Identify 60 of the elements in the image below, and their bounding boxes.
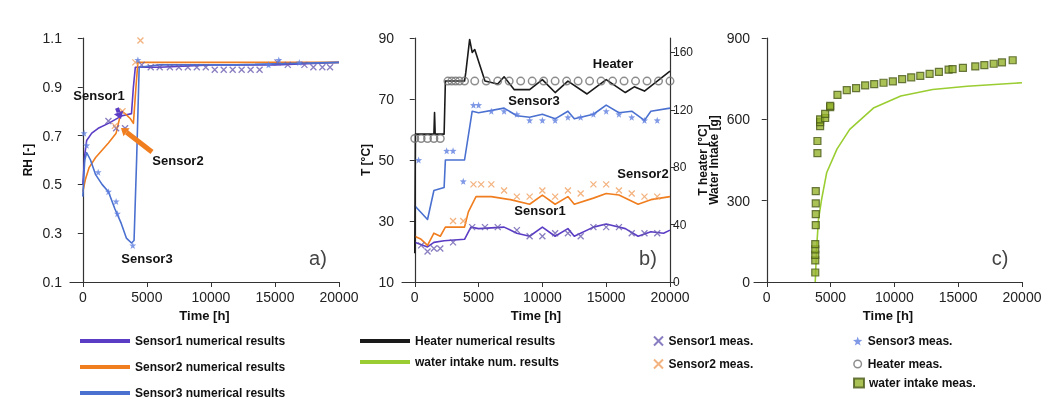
annotation: Sensor3 [508,92,560,108]
legend-label: water intake num. results [414,355,560,369]
y-tick-label: 0.3 [42,225,63,242]
x-tick-label: 20000 [650,289,690,305]
y-tick-label: 30 [378,213,395,229]
y-axis-title: T [°C] [359,143,373,177]
x-axis-title: Time [h] [510,307,562,323]
annotation: Sensor2 [152,152,204,168]
annotation: a) [309,247,327,269]
x-tick-label: 20000 [1002,289,1042,305]
legend-label: Sensor3 meas. [867,334,953,348]
x-tick-label: 15000 [586,289,626,305]
y2-tick-label: 40 [673,217,687,232]
legend-label: Heater numerical results [415,334,556,348]
y-tick-label: 0.7 [42,127,63,144]
x-tick-label: 15000 [938,289,978,305]
legend-label: Sensor1 numerical results [135,334,286,348]
y-tick-label: 90 [378,30,395,46]
annotation: Sensor3 [121,250,173,266]
legend-label: Sensor3 numerical results [135,386,286,400]
x-tick-label: 20000 [319,289,359,305]
annotation: Heater [592,55,634,71]
y-tick-label: 10 [378,274,395,290]
y-tick-label: 0.9 [42,78,63,95]
x-tick-label: 0 [410,289,419,305]
annotation: c) [991,247,1009,269]
x-tick-label: 10000 [191,289,231,305]
legend-label: Sensor1 meas. [668,334,754,348]
y2-tick-label: 160 [673,45,694,60]
x-tick-label: 10000 [522,289,563,305]
y-tick-label: 50 [378,152,395,168]
x-tick-label: 5000 [462,289,495,305]
y2-axis-title: T heater [°C] [695,124,710,196]
y-tick-label: 600 [726,111,751,128]
y-tick-label: 900 [726,30,751,46]
x-tick-label: 5000 [131,289,163,305]
annotation: Sensor1 [514,202,566,218]
x-tick-label: 0 [762,289,771,305]
y-tick-label: 1.1 [42,30,63,46]
x-axis-title: Time [h] [862,307,914,323]
annotation: Sensor2 [617,165,669,181]
y-tick-label: 300 [726,192,751,209]
y-tick-label: 0.5 [42,176,63,193]
y-tick-label: 70 [378,91,395,107]
y2-tick-label: 0 [673,275,680,289]
x-tick-label: 0 [78,289,87,305]
x-tick-label: 10000 [874,289,915,305]
y-tick-label: 0 [742,274,751,290]
y-axis-title: RH [-] [21,143,35,177]
x-tick-label: 5000 [814,289,847,305]
y2-tick-label: 80 [673,160,687,175]
legend-label: water intake meas. [868,376,976,390]
x-axis-title: Time [h] [179,307,230,323]
y-tick-label: 0.1 [42,274,63,290]
y2-tick-label: 120 [673,102,694,117]
annotation: b) [639,247,657,269]
x-tick-label: 15000 [255,289,295,305]
legend-label: Sensor2 meas. [668,357,754,371]
legend-label: Sensor2 numerical results [135,360,286,374]
legend-label: Heater meas. [867,357,943,371]
